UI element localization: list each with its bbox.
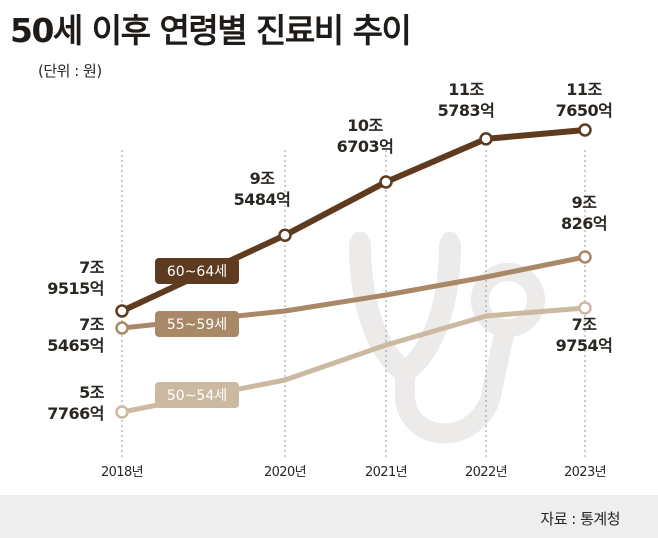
data-point (479, 132, 493, 146)
series-tag: 60~64세 (155, 258, 239, 284)
source-note: 자료 : 통계청 (540, 510, 620, 528)
series-name-tags: 60~64세 55~59세 50~54세 (155, 258, 239, 408)
stethoscope-tube-right (394, 234, 461, 383)
x-axis-tick-labels: 2018년 2020년 2021년 2022년 2023년 (101, 465, 607, 480)
data-label: 10조 (347, 116, 383, 135)
series-tag: 55~59세 (155, 311, 239, 337)
footer-bar: 자료 : 통계청 (0, 495, 658, 538)
data-point (115, 405, 129, 419)
data-label: 7650억 (556, 101, 613, 120)
series-tag-box (155, 311, 239, 337)
data-label: 826억 (561, 214, 607, 233)
x-tick-label: 2022년 (465, 465, 507, 480)
data-label: 5465억 (47, 336, 104, 355)
data-points (115, 123, 592, 419)
stethoscope-tube-left (349, 234, 416, 383)
series-tag-box (155, 382, 239, 408)
chart-title: 50세 이후 연령별 진료비 추이 (10, 11, 412, 50)
data-point (578, 301, 592, 315)
stethoscope-earpiece-right (442, 232, 458, 250)
series-tag-label: 60~64세 (167, 264, 227, 280)
data-labels: 7조 9515억 9조 5484억 10조 6703억 11조 5783억 11조 7650억 7조… (47, 80, 613, 423)
data-point (379, 175, 393, 189)
stethoscope-chestpiece (471, 263, 545, 337)
x-tick-label: 2018년 (101, 465, 143, 480)
unit-note: (단위 : 원) (38, 62, 102, 80)
data-label: 5783억 (438, 101, 495, 120)
series-tag-label: 50~54세 (167, 388, 227, 404)
stethoscope-icon (349, 232, 545, 444)
data-label: 7조 (572, 315, 598, 334)
data-label: 9754억 (556, 336, 613, 355)
data-label: 5조 (79, 383, 105, 402)
x-tick-label: 2023년 (564, 465, 606, 480)
data-point (115, 321, 129, 335)
data-label: 9조 (250, 169, 276, 188)
data-point (278, 228, 292, 242)
data-label: 6703억 (337, 137, 394, 156)
x-tick-label: 2021년 (365, 465, 407, 480)
data-label: 7766억 (47, 404, 104, 423)
data-label: 5484억 (234, 190, 291, 209)
line-chart: 2018년 2020년 2021년 2022년 2023년 60~64세 55~59세 50… (47, 80, 613, 480)
series-tag: 50~54세 (155, 382, 239, 408)
data-label: 9515억 (47, 279, 104, 298)
data-label: 11조 (448, 80, 484, 99)
data-label: 7조 (79, 258, 105, 277)
data-label: 11조 (566, 80, 602, 99)
data-label: 7조 (79, 315, 105, 334)
x-tick-label: 2020년 (264, 465, 306, 480)
stethoscope-earpiece-left (352, 232, 368, 250)
stethoscope-tube-main (395, 320, 515, 444)
data-point (115, 304, 129, 318)
data-point (578, 250, 592, 264)
series-tag-box (155, 258, 239, 284)
data-label: 9조 (572, 193, 598, 212)
data-point (578, 123, 592, 137)
series-tag-label: 55~59세 (167, 317, 227, 333)
